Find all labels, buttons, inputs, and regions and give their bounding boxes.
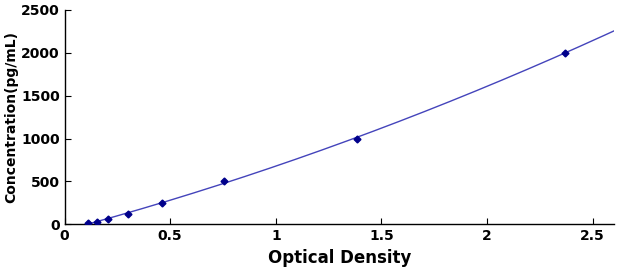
Y-axis label: Concentration(pg/mL): Concentration(pg/mL): [4, 31, 18, 203]
X-axis label: Optical Density: Optical Density: [268, 249, 411, 267]
